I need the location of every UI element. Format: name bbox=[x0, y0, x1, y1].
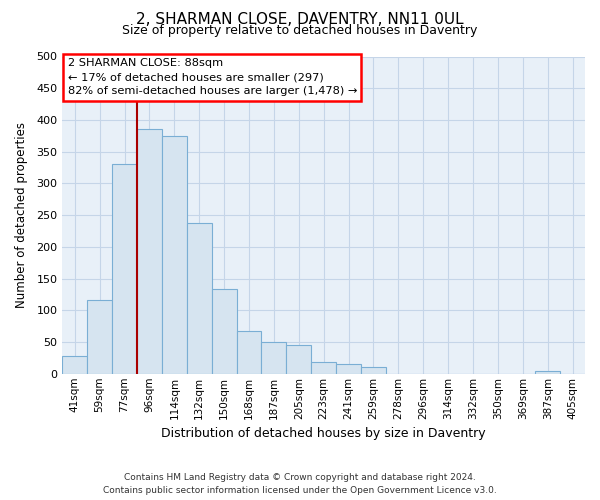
Bar bbox=[212, 290, 236, 374]
Bar bbox=[361, 367, 386, 374]
Bar bbox=[286, 344, 311, 374]
Bar bbox=[336, 364, 361, 374]
Bar bbox=[112, 164, 137, 374]
Bar bbox=[187, 224, 212, 374]
Bar bbox=[262, 342, 286, 374]
Bar bbox=[236, 330, 262, 374]
Bar bbox=[162, 136, 187, 374]
Bar bbox=[535, 370, 560, 374]
X-axis label: Distribution of detached houses by size in Daventry: Distribution of detached houses by size … bbox=[161, 427, 486, 440]
Bar bbox=[137, 130, 162, 374]
Text: Size of property relative to detached houses in Daventry: Size of property relative to detached ho… bbox=[122, 24, 478, 37]
Text: 2 SHARMAN CLOSE: 88sqm
← 17% of detached houses are smaller (297)
82% of semi-de: 2 SHARMAN CLOSE: 88sqm ← 17% of detached… bbox=[68, 58, 357, 96]
Bar bbox=[62, 356, 87, 374]
Bar bbox=[87, 300, 112, 374]
Text: Contains HM Land Registry data © Crown copyright and database right 2024.
Contai: Contains HM Land Registry data © Crown c… bbox=[103, 474, 497, 495]
Text: 2, SHARMAN CLOSE, DAVENTRY, NN11 0UL: 2, SHARMAN CLOSE, DAVENTRY, NN11 0UL bbox=[136, 12, 464, 28]
Y-axis label: Number of detached properties: Number of detached properties bbox=[15, 122, 28, 308]
Bar bbox=[311, 362, 336, 374]
